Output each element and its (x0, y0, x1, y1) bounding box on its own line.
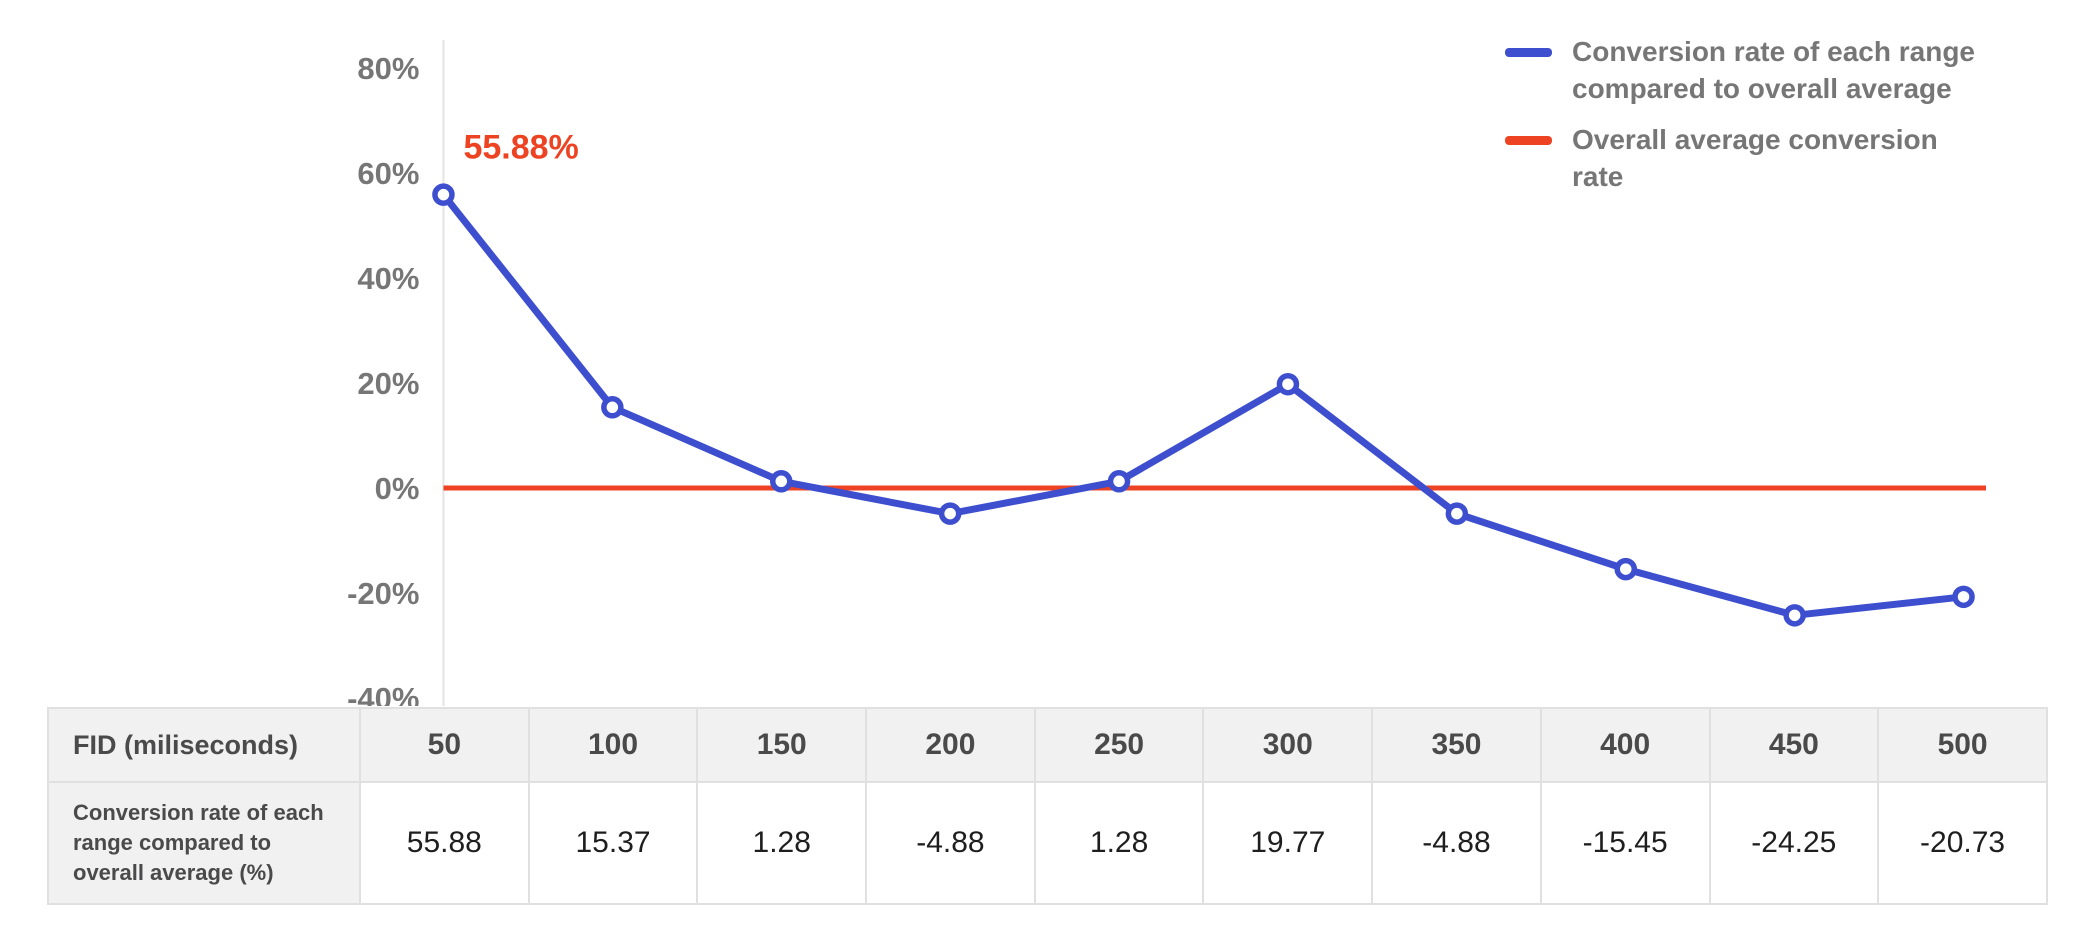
table-row-label: Conversion rate of each range compared t… (47, 781, 361, 905)
y-axis-tick-label: 0% (375, 471, 420, 506)
series-point-marker (601, 396, 624, 419)
fid-column-header: 500 (1877, 707, 2048, 783)
fid-column-header: 50 (359, 707, 530, 783)
series-point-marker (1952, 585, 1975, 609)
conversion-value-cell: 1.28 (696, 781, 868, 905)
legend-swatch-series-icon (1505, 48, 1552, 57)
conversion-value-cell: -4.88 (865, 781, 1036, 905)
fid-column-header: 100 (527, 707, 699, 783)
conversion-line-chart: 80% 60% 40% 20% 0% -20% -40% 55.88% (347, 40, 1986, 706)
fid-column-header: 200 (865, 707, 1036, 783)
series-line (439, 191, 1968, 619)
conversion-value-cell: -4.88 (1371, 781, 1542, 905)
fid-column-header: 400 (1539, 707, 1711, 783)
series-point-marker (1445, 502, 1469, 525)
legend-label-average: Overall average conversion rate (1572, 123, 1938, 192)
conversion-value-cell: -24.25 (1708, 781, 1880, 905)
conversion-value-cell: 15.37 (527, 781, 699, 905)
series-point-marker (1783, 604, 1806, 627)
series-point-marker (770, 470, 793, 493)
legend-item-series: Conversion rate of each range compared t… (1505, 34, 1985, 108)
fid-column-header: 350 (1371, 707, 1542, 783)
series-point-marker (1614, 557, 1637, 581)
y-axis-tick-label: -20% (347, 576, 419, 611)
conversion-value-cell: 1.28 (1033, 781, 1205, 905)
legend-label-series: Conversion rate of each range compared t… (1572, 36, 1976, 104)
series-point-marker (432, 183, 455, 206)
table-header-label: FID (miliseconds) (47, 707, 361, 783)
table-header-row: FID (miliseconds) 50 100 150 200 250 300 350 40… (47, 707, 2048, 783)
fid-data-table: FID (miliseconds) 50 100 150 200 250 300 350 40… (47, 707, 2048, 905)
max-point-annotation: 55.88% (463, 129, 578, 167)
y-axis-tick-label: 60% (357, 156, 419, 191)
y-axis-tick-label: -40% (347, 681, 419, 706)
y-axis-tick-label: 40% (357, 261, 419, 296)
legend-swatch-average-icon (1505, 135, 1552, 145)
chart-legend: Conversion rate of each range compared t… (1505, 34, 1985, 210)
series-point-marker (1107, 470, 1131, 493)
fid-column-header: 250 (1033, 707, 1205, 783)
fid-column-header: 450 (1708, 707, 1880, 783)
conversion-value-cell: 19.77 (1202, 781, 1374, 905)
conversion-value-cell: -20.73 (1877, 781, 2048, 905)
conversion-value-cell: -15.45 (1539, 781, 1711, 905)
y-axis-tick-label: 20% (357, 366, 419, 401)
conversion-value-cell: 55.88 (359, 781, 530, 905)
fid-column-header: 150 (696, 707, 868, 783)
y-axis-tick-label: 80% (357, 51, 419, 86)
series-point-marker (938, 502, 962, 525)
fid-column-header: 300 (1202, 707, 1374, 783)
table-value-row: Conversion rate of each range compared t… (47, 781, 2048, 905)
legend-item-average: Overall average conversion rate (1505, 122, 1985, 196)
series-point-marker (1276, 372, 1300, 396)
